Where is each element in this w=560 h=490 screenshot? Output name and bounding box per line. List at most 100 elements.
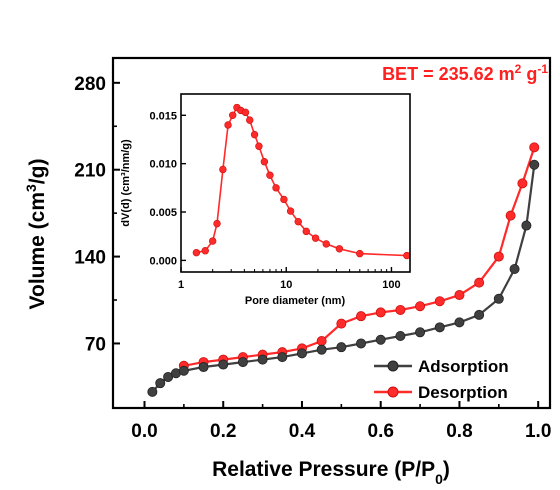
desorption-point: [415, 301, 426, 312]
adsorption-point: [237, 357, 248, 368]
adsorption-point: [529, 159, 540, 170]
adsorption-point: [147, 386, 158, 397]
adsorption-point: [509, 263, 520, 274]
desorption-point: [336, 318, 347, 329]
legend-adsorption-marker: [387, 360, 399, 372]
inset-x-tick-label: 10: [280, 279, 292, 291]
inset-x-tick-label: 100: [382, 279, 400, 291]
pore-distribution-point: [302, 227, 310, 236]
inset-y-tick-label: 0.000: [149, 255, 177, 267]
inset-y-tick-label: 0.010: [149, 159, 177, 171]
adsorption-point: [395, 331, 406, 342]
bet-annotation-prefix: BET = 235.62 m: [382, 64, 515, 84]
main-y-tick-label: 140: [74, 248, 106, 269]
adsorption-point: [454, 317, 465, 328]
inset-x-axis-title: Pore diameter (nm): [245, 295, 346, 307]
pore-distribution-point: [219, 165, 227, 174]
inset-chart: 1 10 100 0.000 0.005 0.010 0.015 Pore diameter…: [120, 93, 412, 307]
bet-annotation-sup2: -1: [537, 62, 548, 76]
pore-distribution-point: [272, 184, 280, 192]
main-y-title-end: /g): [26, 159, 49, 185]
adsorption-point: [218, 359, 229, 370]
desorption-point: [454, 290, 465, 301]
main-x-tick-label: 0.4: [289, 421, 316, 442]
adsorption-point: [336, 342, 347, 353]
desorption-point: [434, 296, 445, 307]
pore-distribution-point: [266, 171, 274, 179]
pore-distribution-point: [255, 142, 263, 150]
pore-distribution-point: [260, 158, 269, 166]
adsorption-point: [296, 348, 307, 359]
desorption-point: [395, 304, 406, 315]
main-y-tick-label: 210: [74, 161, 106, 182]
pore-distribution-point: [286, 207, 295, 215]
inset-y-tick-label: 0.005: [149, 207, 177, 219]
desorption-point: [356, 311, 367, 322]
adsorption-point: [277, 352, 288, 363]
pore-distribution-point: [335, 245, 344, 253]
adsorption-point: [316, 344, 327, 355]
legend: Adsorption Desorption: [374, 357, 509, 402]
legend-adsorption-label: Adsorption: [418, 357, 509, 376]
pore-distribution-point: [241, 108, 250, 117]
pore-distribution-point: [356, 249, 364, 258]
main-axis-labels: 0.0 0.2 0.4 0.6 0.8 1.0 70 140 210 280: [74, 74, 551, 442]
main-x-title-end: ): [443, 458, 450, 481]
main-x-title-sub: 0: [435, 471, 443, 487]
bet-annotation-mid: g: [521, 64, 537, 84]
bet-annotation: BET = 235.62 m2 g-1: [382, 62, 548, 84]
legend-desorption-marker: [387, 386, 399, 398]
main-x-tick-label: 1.0: [525, 421, 551, 442]
inset-y-tick-label: 0.015: [149, 110, 177, 122]
bet-annotation-sup1: 2: [515, 62, 522, 76]
adsorption-point: [257, 354, 268, 365]
desorption-point: [505, 210, 516, 221]
adsorption-point: [375, 334, 386, 345]
inset-axes: 1 10 100 0.000 0.005 0.010 0.015: [149, 93, 411, 291]
inset-plot-frame: [180, 93, 411, 273]
adsorption-point: [198, 362, 209, 373]
main-y-title-sup: 3: [23, 184, 39, 192]
inset-series-points: [192, 103, 411, 260]
pore-distribution-point: [192, 248, 201, 257]
desorption-point: [375, 307, 386, 318]
adsorption-point: [178, 365, 189, 376]
main-series-points: [147, 142, 540, 397]
pore-distribution-point: [208, 237, 217, 245]
main-x-tick-label: 0.0: [131, 421, 157, 442]
main-plot-frame: [111, 56, 552, 410]
desorption-point: [474, 277, 485, 288]
legend-desorption-label: Desorption: [418, 383, 508, 402]
pore-distribution-point: [280, 195, 288, 204]
pore-distribution-point: [294, 217, 302, 226]
main-x-tick-label: 0.2: [210, 421, 236, 442]
inset-x-tick-label: 1: [178, 279, 184, 291]
pore-distribution-point: [224, 121, 232, 129]
pore-distribution-point: [322, 240, 330, 248]
adsorption-point: [415, 327, 426, 338]
inset-background: [178, 94, 412, 272]
adsorption-point: [356, 338, 367, 349]
adsorption-point: [434, 322, 445, 333]
adsorption-point: [155, 378, 166, 389]
pore-distribution-point: [250, 130, 259, 139]
pore-distribution-point: [213, 219, 221, 228]
main-y-tick-label: 70: [85, 334, 106, 355]
desorption-point: [316, 335, 327, 346]
adsorption-point: [521, 220, 532, 231]
main-y-tick-label: 280: [74, 74, 106, 95]
pore-distribution-point: [229, 111, 237, 119]
adsorption-point: [474, 309, 485, 320]
main-x-axis-title: Relative Pressure (P/P0): [212, 458, 450, 487]
desorption-point: [529, 142, 540, 153]
desorption-point: [493, 251, 504, 262]
pore-distribution-point: [201, 247, 209, 255]
desorption-point: [517, 178, 528, 189]
inset-y-axis-title: dV(d) (cm³/nm/g): [120, 139, 132, 227]
main-y-title-text: Volume (cm: [26, 192, 49, 309]
adsorption-point: [493, 293, 504, 304]
main-x-title-text: Relative Pressure (P/P: [212, 458, 435, 481]
pore-distribution-point: [311, 234, 320, 242]
main-axes: [111, 56, 552, 410]
